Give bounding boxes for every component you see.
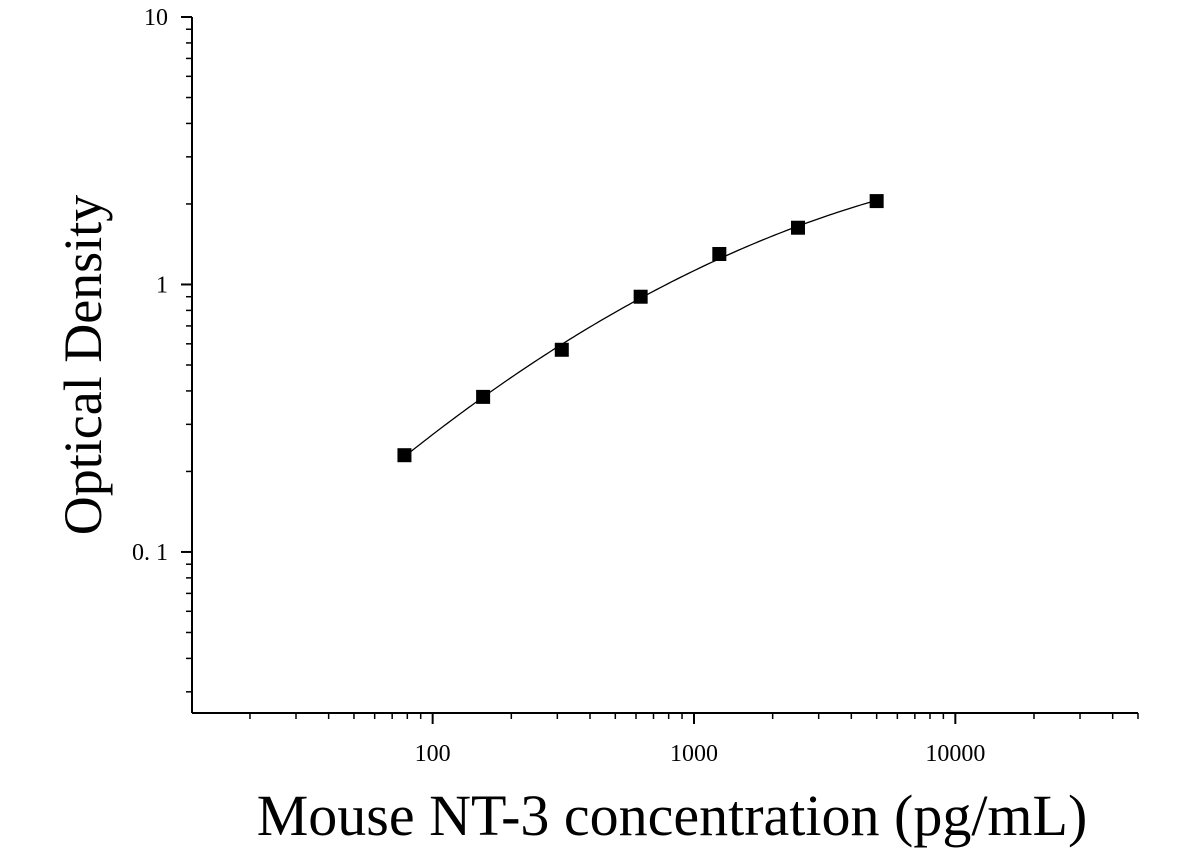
data-point [397,448,412,463]
data-point [869,194,884,209]
x-tick-label: 100 [415,741,451,767]
fit-curve [404,199,877,458]
x-tick-label: 10000 [925,741,985,767]
data-point [554,342,569,357]
y-tick-label: 0. 1 [132,540,168,566]
y-axis-title: Optical Density [53,195,113,535]
data-point [633,289,648,304]
data-point [790,220,805,235]
axes: 100 1000 10000 0. 1 1 10 [132,5,1139,767]
data-point [476,389,491,404]
data-point [712,247,727,262]
data-points [397,194,884,463]
y-tick-label: 1 [156,272,168,298]
x-tick-label: 1000 [670,741,718,767]
x-axis-title: Mouse NT-3 concentration (pg/mL) [257,783,1088,848]
y-tick-label: 10 [144,5,168,31]
